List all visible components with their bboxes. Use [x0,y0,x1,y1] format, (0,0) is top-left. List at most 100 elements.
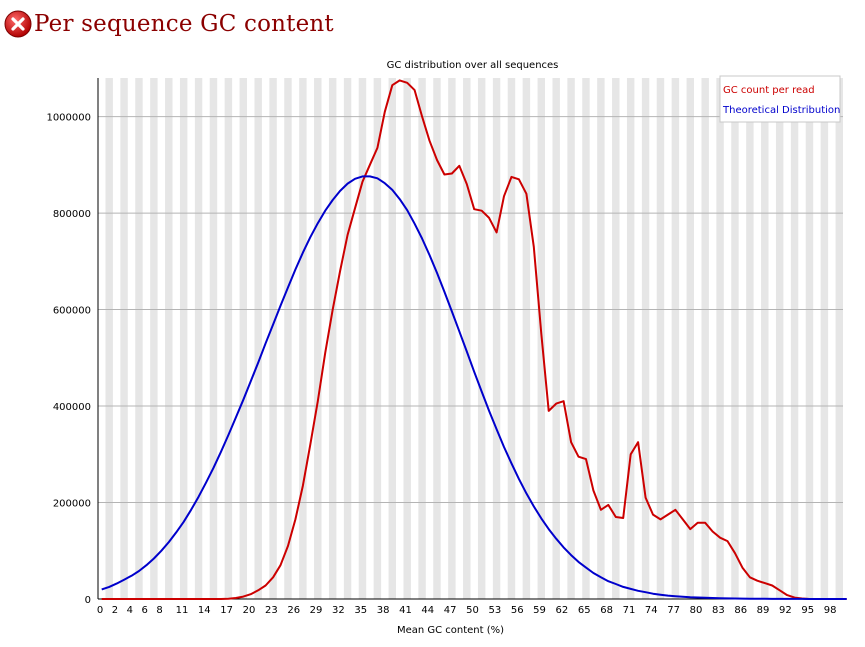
x-tick-label: 8 [156,605,162,616]
x-tick-label: 35 [354,605,367,616]
band [150,78,158,599]
x-tick-label: 47 [444,605,457,616]
band [716,78,724,599]
band [254,78,262,599]
band [686,78,694,599]
x-tick-label: 92 [779,605,792,616]
band [239,78,247,599]
band [343,78,352,599]
band [626,78,635,599]
band [209,78,218,599]
band [165,78,173,599]
band [403,78,411,599]
x-tick-label: 26 [287,605,300,616]
x-tick-label: 29 [310,605,323,616]
x-tick-label: 14 [198,605,211,616]
band [314,78,322,599]
band [492,78,501,599]
series-line-1 [101,175,847,600]
x-tick-label: 59 [533,605,546,616]
series-line-0 [101,79,847,600]
band [448,78,456,599]
x-tick-label: 80 [690,605,703,616]
x-tick-label: 65 [578,605,591,616]
x-tick-label: 38 [377,605,390,616]
band [731,78,739,599]
band [746,78,754,599]
x-tick-label: 41 [399,605,412,616]
x-tick-label: 98 [824,605,837,616]
band [522,78,531,599]
y-tick-label: 1000000 [46,113,91,124]
error-icon [4,10,32,38]
x-tick-label: 20 [243,605,256,616]
band [463,78,471,599]
band [477,78,486,599]
band [358,78,367,599]
y-tick-label: 400000 [53,402,91,413]
band [328,78,337,599]
x-tick-label: 77 [667,605,680,616]
x-tick-label: 11 [176,605,189,616]
band [120,78,128,599]
y-tick-label: 800000 [53,209,91,220]
legend-entry: Theoretical Distribution [722,105,840,116]
x-tick-label: 4 [127,605,133,616]
band [507,78,516,599]
x-tick-label: 2 [112,605,118,616]
x-axis-ticks: 0 2 4 6 8 11 14 17 20 23 26 29 32 35 38 41 44 47 50 53 56 59 6… [97,605,837,616]
band [135,78,143,599]
band [373,78,382,599]
y-tick-label: 600000 [53,306,91,317]
x-tick-label: 56 [511,605,524,616]
band [582,78,590,599]
x-tick-label: 86 [734,605,747,616]
band [567,78,575,599]
x-axis-label: Mean GC content (%) [397,625,504,636]
x-tick-label: 71 [623,605,636,616]
legend-entry: GC count per read [723,85,815,96]
x-tick-label: 68 [600,605,613,616]
band [433,78,441,599]
x-tick-label: 89 [757,605,770,616]
series-lines [101,79,847,600]
y-tick-label: 200000 [53,499,91,510]
x-tick-label: 17 [220,605,233,616]
band [299,78,307,599]
page-header: Per sequence GC content [4,6,334,42]
band [224,78,233,599]
band [805,78,814,599]
band [597,78,605,599]
horizontal-gridlines [98,116,843,504]
band [656,78,665,599]
band [418,78,426,599]
x-tick-label: 23 [265,605,278,616]
x-tick-label: 50 [466,605,479,616]
band [388,78,396,599]
band [612,78,620,599]
vertical-bands [105,78,843,599]
band [194,78,203,599]
x-tick-label: 44 [421,605,434,616]
x-tick-label: 62 [556,605,569,616]
x-tick-label: 74 [645,605,658,616]
x-tick-label: 0 [97,605,103,616]
legend: GC count per read Theoretical Distributio… [719,75,841,123]
chart-title: GC distribution over all sequences [387,60,559,71]
x-tick-label: 32 [332,605,345,616]
y-axis-ticks: 0 200000 400000 600000 800000 1000000 [46,113,91,606]
band [820,78,829,599]
band [105,78,113,599]
band [761,78,769,599]
band [835,78,843,599]
band [284,78,292,599]
band [790,78,799,599]
band [641,78,650,599]
band [701,78,709,599]
band [671,78,680,599]
x-tick-label: 83 [712,605,725,616]
band [269,78,277,599]
x-tick-label: 6 [142,605,148,616]
y-tick-label: 0 [85,595,91,606]
